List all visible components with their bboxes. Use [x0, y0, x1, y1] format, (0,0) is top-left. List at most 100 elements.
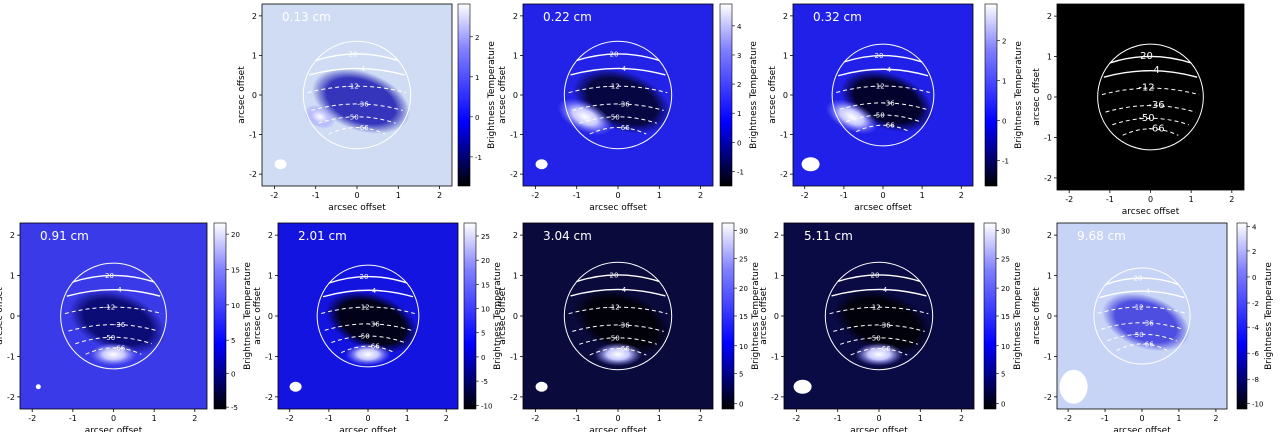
- colorbar: [721, 222, 735, 410]
- contour-label: -12: [1138, 83, 1154, 94]
- colorbar-title: Brightness Temperature: [487, 41, 497, 149]
- y-tick-label: 1: [268, 272, 273, 281]
- disk-dark-band: [325, 290, 419, 354]
- latitude-contour: [840, 337, 918, 345]
- y-tick-label: -1: [249, 131, 257, 140]
- colorbar: [1236, 222, 1248, 410]
- latitude-contour: [570, 67, 666, 76]
- latitude-contour: [309, 67, 405, 76]
- disk-dark-band: [69, 289, 166, 355]
- x-tick-label: 2: [437, 191, 442, 200]
- x-tick-label: 2: [959, 414, 964, 423]
- planet-limb: [563, 261, 673, 371]
- contour-label: -36: [883, 99, 895, 107]
- latitude-contour: [855, 124, 911, 133]
- x-tick-label: 1: [405, 414, 410, 423]
- contour-label: -50: [873, 112, 884, 120]
- planet-limb: [1097, 43, 1204, 151]
- limb-bright-spot: [593, 342, 643, 367]
- x-tick-label: -1: [840, 191, 848, 200]
- colorbar-tick-label: 0: [1252, 274, 1256, 282]
- planet-limb: [1093, 267, 1191, 365]
- latitude-contour: [72, 274, 155, 283]
- colorbar-tick-label: 10: [739, 343, 748, 351]
- colorbar-tick-label: 20: [231, 231, 240, 239]
- contour-label: 20: [610, 271, 619, 279]
- x-tick-label: 2: [959, 191, 964, 200]
- colorbar-tick-label: 15: [481, 281, 490, 289]
- latitude-contour: [1105, 105, 1196, 113]
- contour-label: -12: [358, 304, 369, 312]
- x-tick-label: 1: [1176, 414, 1181, 423]
- y-tick-label: 2: [783, 12, 788, 21]
- x-tick-label: 1: [920, 191, 925, 200]
- latitude-contour: [837, 68, 929, 77]
- contour-label: -36: [879, 321, 891, 329]
- colorbar-tick-label: 5: [1001, 371, 1005, 379]
- x-axis-label: arcsec offset: [850, 426, 908, 432]
- colorbar-tick-label: 20: [739, 285, 748, 293]
- y-axis-label: arcsec offset: [237, 66, 247, 124]
- latitude-contour: [1122, 128, 1179, 136]
- latitude-contour: [1100, 322, 1184, 330]
- contour-label: 20: [349, 50, 358, 58]
- x-tick-label: 0: [365, 414, 370, 423]
- y-tick-label: -1: [510, 352, 518, 361]
- contour-label: -66: [879, 345, 891, 353]
- y-tick-label: 0: [1047, 93, 1052, 102]
- y-axis-label: arcsec offset: [0, 287, 5, 345]
- contour-label: 4: [887, 66, 892, 74]
- planet-limb: [831, 43, 935, 147]
- beam-ellipse: [274, 159, 287, 170]
- y-tick-label: 2: [513, 231, 518, 240]
- disk-dark-band: [1102, 292, 1190, 352]
- y-tick-label: 1: [1047, 272, 1052, 281]
- colorbar-tick-label: -8: [1252, 376, 1259, 384]
- map-background: [1057, 4, 1244, 190]
- latitude-contour: [576, 53, 660, 62]
- panel-4: 204 -12 -36 -50-66 -2 -1 0 1 2 arcsec offset 2 1 0 -1…: [1032, 3, 1245, 217]
- colorbar-tick-label: 4: [1252, 224, 1257, 232]
- planet-limb: [60, 262, 167, 370]
- contour-label: 20: [871, 271, 880, 279]
- latitude-contour: [321, 306, 415, 315]
- latitude-contour: [576, 274, 660, 283]
- contour-label: 4: [1146, 288, 1151, 296]
- latitude-contour: [1112, 117, 1189, 126]
- map-image: 204-12-36-50-66: [1059, 267, 1191, 404]
- colorbar-title: Brightness Temperature: [493, 262, 503, 370]
- contour-label: -50: [104, 334, 115, 342]
- latitude-contour: [307, 85, 407, 94]
- map-image: 204-12-36-50-66: [35, 262, 167, 390]
- wavelength-label: 0.22 cm: [543, 10, 592, 24]
- colorbar: [984, 3, 998, 187]
- colorbar-tick-label: 0: [737, 139, 741, 147]
- contour-label: -12: [608, 83, 619, 91]
- colorbar-tick-label: 0: [481, 354, 485, 362]
- x-tick-label: 1: [918, 414, 923, 423]
- contour-label: -36: [368, 320, 380, 328]
- y-tick-label: -2: [780, 170, 788, 179]
- contour-label: 20: [610, 50, 619, 58]
- contour-label: 20: [360, 273, 369, 281]
- y-tick-label: -1: [780, 131, 788, 140]
- y-tick-label: -2: [265, 393, 273, 402]
- x-tick-label: -1: [325, 414, 333, 423]
- y-axis-label: arcsec offset: [253, 287, 263, 345]
- contour-label: 4: [1153, 65, 1159, 76]
- colorbar-title: Brightness Temperature: [1013, 262, 1023, 370]
- colorbar-tick-label: 25: [739, 255, 748, 263]
- map-image: 204-12-36-50-66: [535, 40, 673, 170]
- x-tick-label: -1: [834, 414, 842, 423]
- y-axis-label: arcsec offset: [498, 66, 508, 124]
- colorbar-tick-label: 15: [231, 267, 240, 275]
- beam-ellipse: [535, 159, 548, 170]
- x-tick-label: -1: [573, 191, 581, 200]
- latitude-contour: [589, 348, 647, 356]
- y-tick-label: 2: [1047, 12, 1052, 21]
- y-tick-label: -1: [1044, 133, 1052, 142]
- colorbar-tick-label: 2: [1252, 248, 1256, 256]
